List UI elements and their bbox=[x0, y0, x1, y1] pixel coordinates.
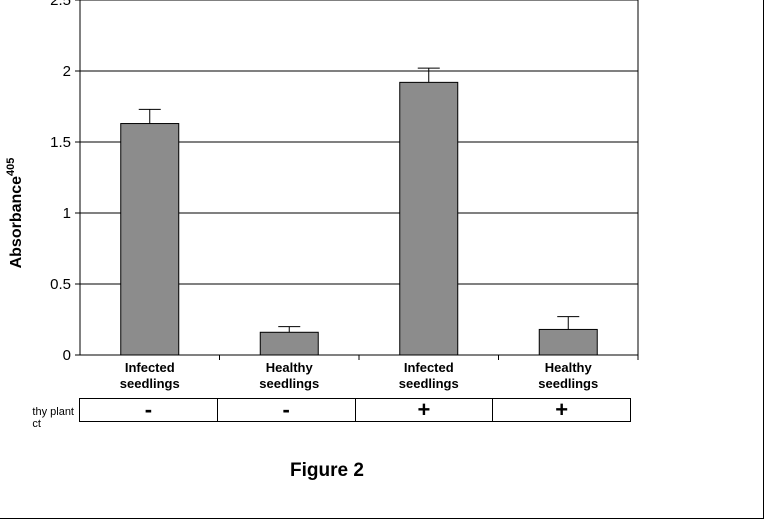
error-bar bbox=[417, 67, 440, 83]
figure-caption: Figure 2 bbox=[290, 460, 364, 481]
bars bbox=[120, 81, 598, 356]
y-tick-label: 1.5 bbox=[50, 134, 71, 151]
bar bbox=[120, 123, 180, 356]
treatment-cell-1: - bbox=[144, 397, 153, 422]
treatment-cell-4: + bbox=[492, 399, 630, 421]
x-category-labels: InfectedseedlingsHealthyseedlingsInfecte… bbox=[120, 360, 598, 391]
y-axis-label: Absorbance405 bbox=[5, 158, 25, 269]
y-tick-label: 0.5 bbox=[50, 276, 71, 293]
error-bar bbox=[278, 326, 301, 333]
treatment-cell-3: + bbox=[354, 399, 493, 421]
bar bbox=[538, 328, 598, 356]
bar bbox=[399, 81, 459, 356]
bar bbox=[259, 331, 319, 356]
x-category-label: seedlings bbox=[259, 376, 319, 391]
bar-chart: 00.511.522.5 InfectedseedlingsHealthysee… bbox=[5, 0, 639, 391]
error-bars bbox=[138, 67, 580, 333]
y-axis-label-main: Absorbance bbox=[8, 176, 25, 269]
x-category-label: Healthy bbox=[266, 360, 314, 375]
error-bar bbox=[557, 316, 580, 330]
y-tick-label: 1 bbox=[63, 205, 71, 222]
table-row-label: thy plant ct bbox=[32, 406, 74, 430]
y-axis-label-superscript: 405 bbox=[5, 158, 17, 176]
x-category-label: seedlings bbox=[538, 376, 598, 391]
y-tick-label: 2.5 bbox=[50, 0, 71, 9]
axes bbox=[75, 0, 639, 360]
y-tick-labels: 0 0.5 1 1.5 2 2.5 bbox=[50, 0, 71, 364]
error-bar bbox=[138, 108, 161, 124]
x-category-label: Infected bbox=[125, 360, 175, 375]
x-category-label: Infected bbox=[404, 360, 454, 375]
x-category-label: seedlings bbox=[120, 376, 180, 391]
treatment-table: - - + + bbox=[79, 398, 631, 422]
y-tick-label: 2 bbox=[63, 63, 71, 80]
treatment-cell-2: - bbox=[216, 399, 355, 421]
x-category-label: Healthy bbox=[545, 360, 593, 375]
x-category-label: seedlings bbox=[399, 376, 459, 391]
y-tick-label: 0 bbox=[63, 347, 71, 364]
